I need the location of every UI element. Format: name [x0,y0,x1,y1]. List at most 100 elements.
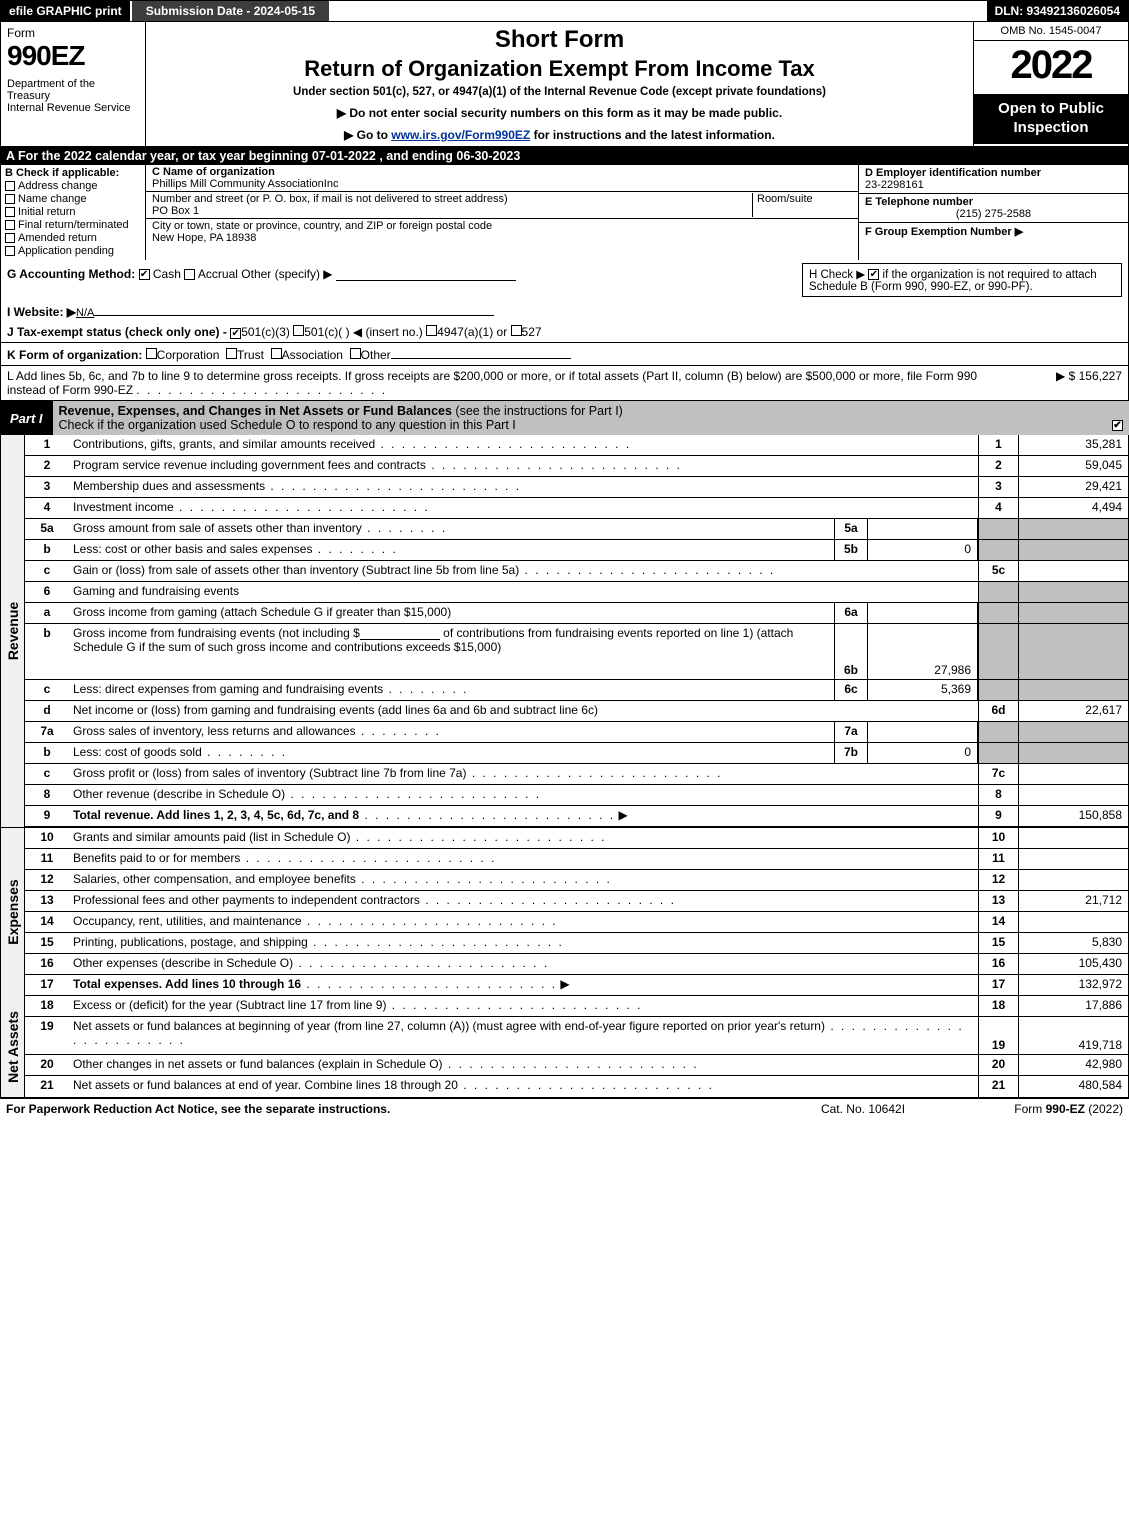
main-title: Return of Organization Exempt From Incom… [156,56,963,82]
check-name[interactable]: Name change [5,193,141,205]
check-527[interactable] [511,325,522,336]
efile-label[interactable]: efile GRAPHIC print [1,1,130,21]
netassets-body: 18Excess or (deficit) for the year (Subt… [25,996,1128,1097]
note-ssn: ▶ Do not enter social security numbers o… [156,106,963,120]
footer-right: Form 990-EZ (2022) [963,1102,1123,1116]
part1-checkline: Check if the organization used Schedule … [59,418,516,432]
check-h[interactable]: ✔ [868,269,879,280]
phone-val: (215) 275-2588 [865,208,1122,220]
row-3: 3Membership dues and assessments329,421 [25,477,1128,498]
note2-post: for instructions and the latest informat… [530,128,775,142]
org-name: Phillips Mill Community AssociationInc [152,178,338,190]
row-17: 17Total expenses. Add lines 10 through 1… [25,975,1128,996]
section-b: B Check if applicable: Address change Na… [1,165,146,260]
row-19: 19Net assets or fund balances at beginni… [25,1017,1128,1055]
row-18: 18Excess or (deficit) for the year (Subt… [25,996,1128,1017]
website-blank[interactable] [94,303,494,316]
g-h-row: G Accounting Method: ✔ Cash Accrual Othe… [0,260,1129,300]
ein-row: D Employer identification number 23-2298… [859,165,1128,194]
calendar-row: A For the 2022 calendar year, or tax yea… [0,147,1129,165]
note2-pre: ▶ Go to [344,128,391,142]
header-center: Short Form Return of Organization Exempt… [146,22,973,146]
footer-cat: Cat. No. 10642I [763,1102,963,1116]
row-6d: dNet income or (loss) from gaming and fu… [25,701,1128,722]
check-final[interactable]: Final return/terminated [5,219,141,231]
row-14: 14Occupancy, rent, utilities, and mainte… [25,912,1128,933]
6b-blank[interactable] [360,627,440,640]
group-exempt-row: F Group Exemption Number ▶ [859,223,1128,240]
k-label: K Form of organization: [7,348,142,362]
revenue-label: Revenue [1,435,25,827]
row-6: 6Gaming and fundraising events [25,582,1128,603]
check-amended[interactable]: Amended return [5,232,141,244]
org-name-row: C Name of organization Phillips Mill Com… [146,165,858,192]
section-c: C Name of organization Phillips Mill Com… [146,165,858,260]
row-15: 15Printing, publications, postage, and s… [25,933,1128,954]
open-inspection: Open to Public Inspection [974,94,1128,144]
revenue-body: 1Contributions, gifts, grants, and simil… [25,435,1128,827]
check-initial[interactable]: Initial return [5,206,141,218]
check-4947[interactable] [426,325,437,336]
check-accrual[interactable] [184,269,195,280]
other-blank[interactable] [336,268,516,281]
check-scho[interactable]: ✔ [1112,420,1123,431]
check-address[interactable]: Address change [5,180,141,192]
j-label: J Tax-exempt status (check only one) - [7,325,227,339]
i-website-row: I Website: ▶ N/A [0,300,1129,322]
h-pre: H Check ▶ [809,269,865,281]
row-2: 2Program service revenue including gover… [25,456,1128,477]
page-footer: For Paperwork Reduction Act Notice, see … [0,1098,1129,1119]
row-21: 21Net assets or fund balances at end of … [25,1076,1128,1097]
row-9: 9Total revenue. Add lines 1, 2, 3, 4, 5c… [25,806,1128,827]
check-assoc[interactable] [271,348,282,359]
irs-link[interactable]: www.irs.gov/Form990EZ [391,128,530,142]
b-label: B Check if applicable: [5,167,141,179]
topbar-spacer [331,1,986,21]
part1-title: Revenue, Expenses, and Changes in Net As… [53,401,1129,435]
j-row: J Tax-exempt status (check only one) - ✔… [0,322,1129,343]
check-trust[interactable] [226,348,237,359]
l-value: ▶ $ 156,227 [1012,369,1122,383]
top-bar: efile GRAPHIC print Submission Date - 20… [0,0,1129,22]
expenses-section: Expenses 10Grants and similar amounts pa… [0,827,1129,996]
short-form-title: Short Form [156,26,963,54]
check-other[interactable] [350,348,361,359]
footer-left: For Paperwork Reduction Act Notice, see … [6,1102,390,1116]
g-label: G Accounting Method: [7,267,135,281]
i-label: I Website: ▶ [7,305,76,319]
k-other-blank[interactable] [391,346,571,359]
row-6b: bGross income from fundraising events (n… [25,624,1128,680]
row-16: 16Other expenses (describe in Schedule O… [25,954,1128,975]
row-20: 20Other changes in net assets or fund ba… [25,1055,1128,1076]
row-1: 1Contributions, gifts, grants, and simil… [25,435,1128,456]
addr-val: PO Box 1 [152,205,199,217]
check-pending[interactable]: Application pending [5,245,141,257]
row-13: 13Professional fees and other payments t… [25,891,1128,912]
check-501c3[interactable]: ✔ [230,328,241,339]
phone-row: E Telephone number (215) 275-2588 [859,194,1128,223]
h-box: H Check ▶ ✔ if the organization is not r… [802,263,1122,297]
row-7c: cGross profit or (loss) from sales of in… [25,764,1128,785]
check-501c[interactable] [293,325,304,336]
l-text: L Add lines 5b, 6c, and 7b to line 9 to … [7,369,1012,397]
k-row: K Form of organization: Corporation Trus… [0,343,1129,366]
row-5b: bLess: cost or other basis and sales exp… [25,540,1128,561]
row-12: 12Salaries, other compensation, and empl… [25,870,1128,891]
row-8: 8Other revenue (describe in Schedule O)8 [25,785,1128,806]
tax-year: 2022 [974,41,1128,94]
addr-label: Number and street (or P. O. box, if mail… [152,193,508,205]
city-label: City or town, state or province, country… [152,220,492,232]
netassets-section: Net Assets 18Excess or (deficit) for the… [0,996,1129,1098]
subtitle: Under section 501(c), 527, or 4947(a)(1)… [156,86,963,98]
note-link: ▶ Go to www.irs.gov/Form990EZ for instru… [156,128,963,142]
row-10: 10Grants and similar amounts paid (list … [25,828,1128,849]
row-5c: cGain or (loss) from sale of assets othe… [25,561,1128,582]
check-cash[interactable]: ✔ [139,269,150,280]
part1-header: Part I Revenue, Expenses, and Changes in… [0,401,1129,435]
row-6a: aGross income from gaming (attach Schedu… [25,603,1128,624]
row-7a: 7aGross sales of inventory, less returns… [25,722,1128,743]
form-number: 990EZ [7,40,139,72]
check-corp[interactable] [146,348,157,359]
c-label: C Name of organization [152,166,275,178]
d-label: D Employer identification number [865,167,1041,179]
